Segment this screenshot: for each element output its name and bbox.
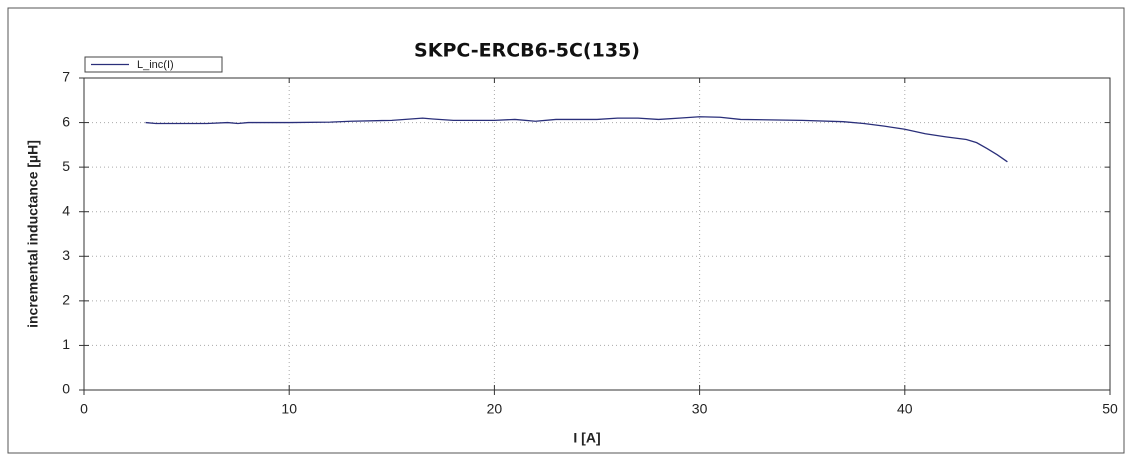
x-tick-label: 10 <box>281 401 297 417</box>
frame <box>7 7 1125 454</box>
y-tick-label: 6 <box>62 113 70 129</box>
y-axis-label: incremental inductance [µH] <box>25 140 41 328</box>
plot-border <box>83 77 1111 391</box>
x-tick-label: 30 <box>692 401 708 417</box>
legend-box <box>84 56 223 73</box>
y-tick-label: 2 <box>62 292 70 308</box>
data-line <box>145 116 1008 163</box>
x-axis-label: I [A] <box>573 430 600 446</box>
y-tick-label: 5 <box>62 158 70 174</box>
x-tick-label: 40 <box>897 401 913 417</box>
y-tick-label: 0 <box>62 381 70 397</box>
y-tick-label: 1 <box>62 336 70 352</box>
y-tick-label: 7 <box>62 69 70 85</box>
x-tick-label: 0 <box>80 401 88 417</box>
x-tick-label: 50 <box>1102 401 1118 417</box>
chart-title: SKPC-ERCB6-5C(135) <box>414 40 640 62</box>
legend-label: L_inc(I) <box>137 59 174 71</box>
y-tick-label: 4 <box>62 202 70 218</box>
x-tick-label: 20 <box>487 401 503 417</box>
y-tick-label: 3 <box>62 247 70 263</box>
